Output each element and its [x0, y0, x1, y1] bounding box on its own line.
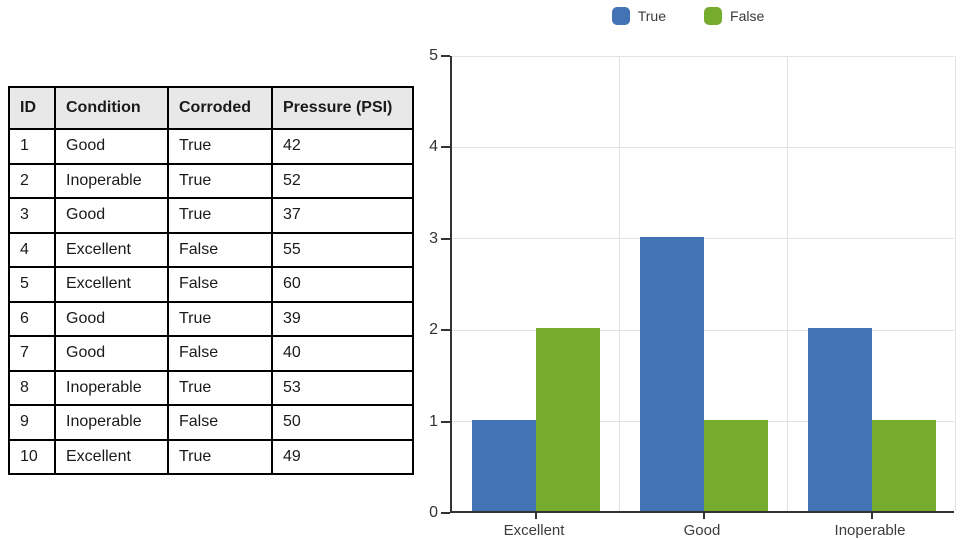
table-cell-pressure-psi-: 53 — [271, 369, 414, 406]
vertical-gridline — [955, 56, 956, 511]
table-cell-condition: Excellent — [54, 438, 169, 475]
horizontal-gridline — [452, 146, 954, 148]
table-cell-id: 3 — [8, 197, 56, 234]
table-cell-condition: Excellent — [54, 231, 169, 268]
table-cell-pressure-psi-: 40 — [271, 335, 414, 372]
x-axis-category-label-good: Good — [683, 522, 721, 539]
table-row: 1 Good True 42 — [8, 128, 414, 165]
column-header-pressure-psi-: Pressure (PSI) — [271, 86, 414, 130]
table-cell-pressure-psi-: 50 — [271, 404, 414, 441]
table-row: 4 Excellent False 55 — [8, 231, 414, 268]
table-row: 5 Excellent False 60 — [8, 266, 414, 303]
horizontal-gridline — [452, 55, 954, 57]
legend-swatch-icon — [704, 7, 723, 25]
table-cell-condition: Inoperable — [54, 162, 169, 199]
table-cell-id: 6 — [8, 300, 56, 337]
table-cell-corroded: True — [167, 162, 273, 199]
table-cell-corroded: True — [167, 369, 273, 406]
table-row: 9 Inoperable False 50 — [8, 404, 414, 441]
y-axis-tick-label: 5 — [429, 47, 438, 64]
legend-item-true: True — [611, 7, 667, 25]
table-row: 8 Inoperable True 53 — [8, 369, 414, 406]
table-cell-id: 1 — [8, 128, 56, 165]
table-cell-id: 2 — [8, 162, 56, 199]
y-axis-tick-label: 3 — [429, 229, 438, 247]
table-header-row: ID Condition Corroded Pressure (PSI) — [8, 86, 414, 130]
table-cell-pressure-psi-: 42 — [271, 128, 414, 165]
table-cell-id: 4 — [8, 231, 56, 268]
legend-swatch-icon — [611, 7, 630, 25]
y-axis-tick — [441, 329, 450, 332]
y-axis-tick — [441, 420, 450, 423]
table-cell-pressure-psi-: 49 — [271, 438, 414, 475]
table-cell-corroded: True — [167, 438, 273, 475]
table-cell-id: 5 — [8, 266, 56, 303]
table-row: 3 Good True 37 — [8, 197, 414, 234]
table-cell-id: 10 — [8, 438, 56, 475]
y-axis-tick — [441, 237, 450, 240]
table-cell-condition: Inoperable — [54, 404, 169, 441]
table-cell-condition: Good — [54, 128, 169, 165]
y-axis-tick-label: 4 — [429, 138, 438, 156]
table-cell-corroded: True — [167, 128, 273, 165]
table-cell-condition: Inoperable — [54, 369, 169, 406]
bar-false-good — [704, 419, 768, 511]
column-header-id: ID — [8, 86, 56, 130]
table-cell-condition: Good — [54, 335, 169, 372]
y-axis-tick — [441, 55, 450, 57]
legend-label: False — [730, 8, 765, 24]
table-cell-pressure-psi-: 55 — [271, 231, 414, 268]
table-cell-id: 7 — [8, 335, 56, 372]
y-axis-tick-label: 0 — [429, 504, 438, 521]
table-header: ID Condition Corroded Pressure (PSI) — [8, 86, 414, 130]
y-axis-tick — [441, 146, 450, 149]
y-axis-tick — [441, 512, 450, 514]
table-cell-condition: Good — [54, 197, 169, 234]
table-cell-condition: Excellent — [54, 266, 169, 303]
table-cell-pressure-psi-: 52 — [271, 162, 414, 199]
chart-legend: True False — [436, 5, 940, 27]
table-cell-corroded: False — [167, 335, 273, 372]
table-cell-id: 8 — [8, 369, 56, 406]
bar-false-excellent — [536, 328, 600, 511]
x-axis-tick — [871, 511, 873, 519]
x-axis-category-label-excellent: Excellent — [503, 522, 565, 539]
chart-plot-area — [441, 55, 956, 519]
table-row: 2 Inoperable True 52 — [8, 162, 414, 199]
bar-false-inoperable — [872, 419, 936, 511]
legend-item-false: False — [704, 7, 764, 25]
bar-true-excellent — [472, 419, 536, 511]
legend-label: True — [637, 8, 667, 24]
y-axis-tick-label: 2 — [429, 321, 438, 339]
table-cell-corroded: True — [167, 300, 273, 337]
x-axis-tick — [535, 511, 537, 519]
table-cell-id: 9 — [8, 404, 56, 441]
table-cell-pressure-psi-: 39 — [271, 300, 414, 337]
vertical-gridline — [619, 56, 620, 511]
table-cell-corroded: False — [167, 231, 273, 268]
x-axis-category-label-inoperable: Inoperable — [834, 522, 906, 539]
table-cell-pressure-psi-: 37 — [271, 197, 414, 234]
table-row: 6 Good True 39 — [8, 300, 414, 337]
table-cell-corroded: False — [167, 404, 273, 441]
table-cell-pressure-psi-: 60 — [271, 266, 414, 303]
table-row: 7 Good False 40 — [8, 335, 414, 372]
inspection-data-table: ID Condition Corroded Pressure (PSI) 1 Good T… — [8, 86, 414, 475]
table-cell-corroded: True — [167, 197, 273, 234]
column-header-condition: Condition — [54, 86, 169, 130]
x-axis-tick — [703, 511, 705, 519]
bar-true-inoperable — [808, 328, 872, 511]
bar-true-good — [640, 236, 704, 511]
table-row: 10 Excellent True 49 — [8, 438, 414, 475]
table-body: 1 Good True 42 2 Inoperable True 52 3 Good True 37 4… — [8, 128, 414, 475]
table-cell-condition: Good — [54, 300, 169, 337]
y-axis-tick-label: 1 — [429, 412, 438, 430]
table-cell-corroded: False — [167, 266, 273, 303]
column-header-corroded: Corroded — [167, 86, 273, 130]
vertical-gridline — [787, 56, 788, 511]
